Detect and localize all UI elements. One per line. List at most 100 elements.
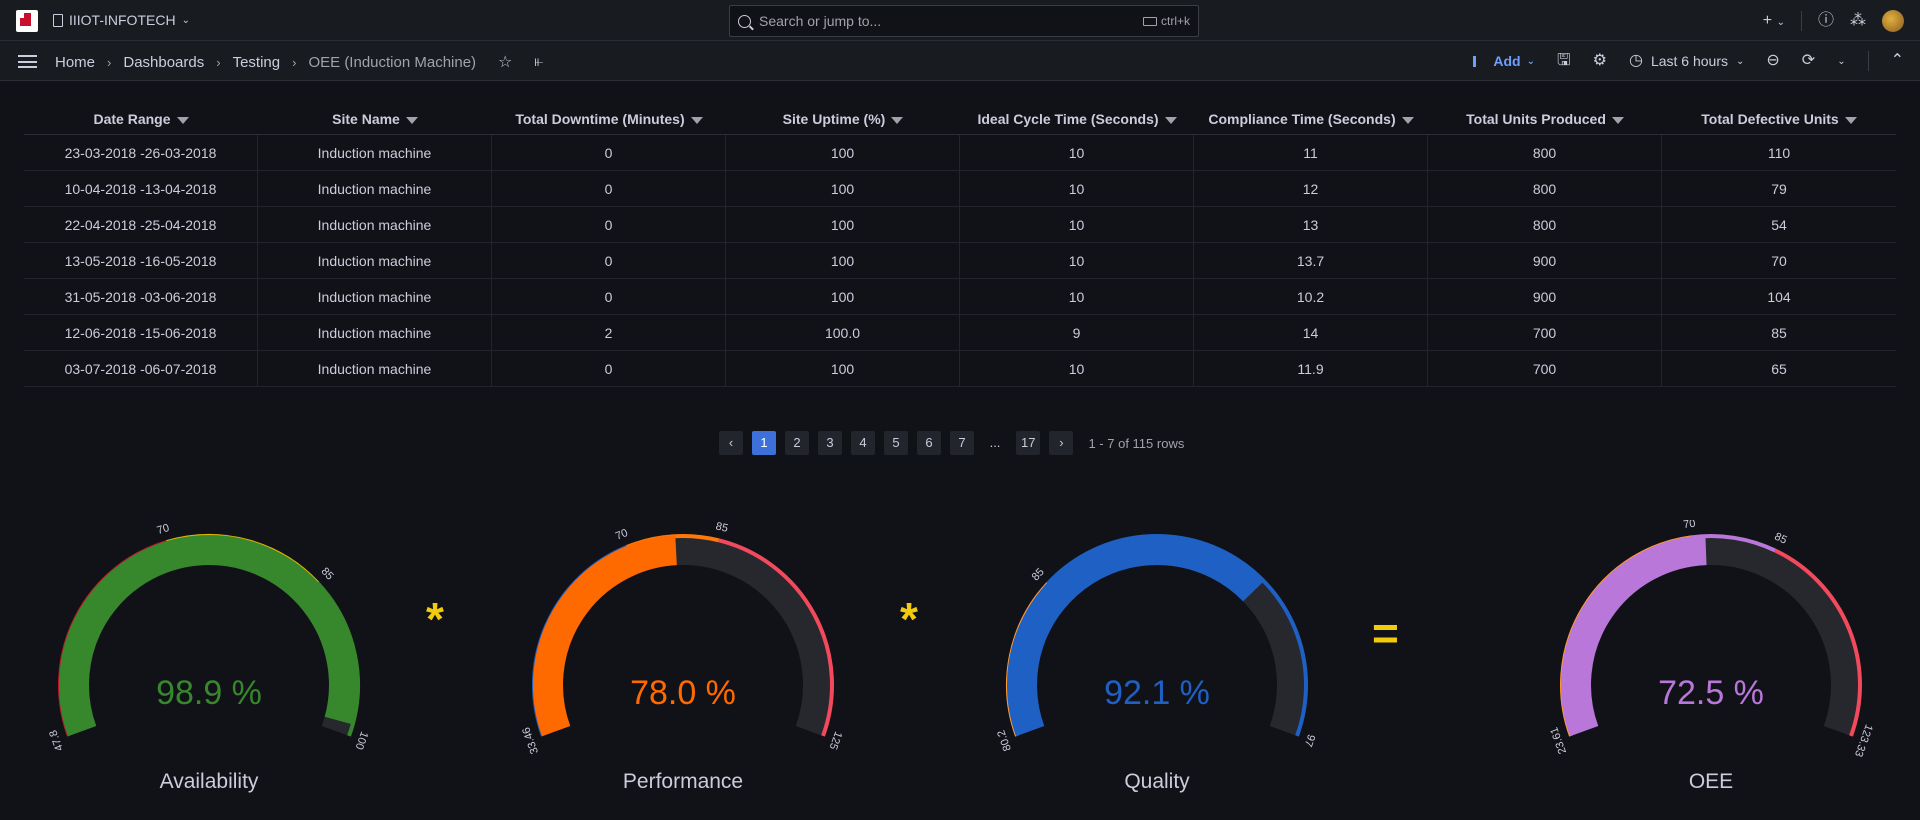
filter-icon[interactable] — [690, 116, 703, 124]
refresh-interval-chevron-icon[interactable]: ⌄ — [1837, 55, 1846, 67]
collapse-chevron-up-icon[interactable]: ⌃ — [1890, 52, 1904, 69]
star-icon[interactable]: ☆ — [498, 54, 513, 71]
column-header-label: Total Defective Units — [1701, 110, 1839, 127]
page-button[interactable]: 6 — [917, 431, 941, 455]
table-cell: 12 — [1194, 171, 1428, 206]
gauge-tick-label: 85 — [319, 565, 336, 582]
time-range-picker[interactable]: ◷ Last 6 hours ⌄ — [1628, 52, 1745, 70]
rss-news-icon[interactable]: ⁂ — [1850, 11, 1866, 29]
gear-icon[interactable]: ⚙ — [1592, 52, 1607, 69]
column-header[interactable]: Site Name — [258, 104, 492, 134]
table-row: 23-03-2018 -26-03-2018 Induction machine 0… — [24, 135, 1896, 171]
keyboard-icon — [1142, 16, 1157, 26]
page-button[interactable]: 7 — [950, 431, 974, 455]
filter-icon[interactable] — [1401, 116, 1414, 124]
gauge-tick-label: 47.8 — [47, 728, 66, 752]
refresh-icon[interactable]: ⟳ — [1801, 52, 1816, 69]
gauge-chart: 80.2 85 97 — [995, 534, 1317, 753]
gauge-value: 92.1 % — [1104, 674, 1210, 712]
threshold-band — [1774, 548, 1862, 737]
column-header[interactable]: Site Uptime (%) — [726, 104, 960, 134]
gauge-panel-oee[interactable]: 23.61 70 85 123.33 72.5 % OEE — [1536, 520, 1886, 793]
data-table: Date Range Site Name Total Downtime (Minut… — [24, 104, 1896, 387]
filter-icon[interactable] — [176, 116, 189, 124]
search-shortcut: ctrl+k — [1142, 14, 1190, 28]
page-button[interactable]: 2 — [785, 431, 809, 455]
table-cell: 11 — [1194, 135, 1428, 170]
filter-icon[interactable] — [405, 116, 418, 124]
filter-icon[interactable] — [1164, 116, 1177, 124]
page-button[interactable]: 1 — [752, 431, 776, 455]
hamburger-menu-icon[interactable] — [18, 55, 37, 68]
table-cell: 13-05-2018 -16-05-2018 — [24, 243, 258, 278]
table-cell: 31-05-2018 -03-06-2018 — [24, 279, 258, 314]
gauge-value-arc — [1007, 535, 1265, 737]
column-header-label: Site Name — [332, 110, 400, 127]
table-header: Date Range Site Name Total Downtime (Minut… — [24, 104, 1896, 135]
gauge-tick-label: 85 — [1030, 566, 1047, 583]
table-cell: 10 — [960, 279, 1194, 314]
save-icon[interactable]: 🖫 — [1556, 52, 1571, 69]
next-page-icon[interactable]: › — [1049, 431, 1074, 455]
column-header-label: Total Units Produced — [1466, 110, 1606, 127]
page-button[interactable]: 5 — [884, 431, 908, 455]
add-button[interactable]: Add ⌄ — [1473, 53, 1535, 69]
gauge-panel-availability[interactable]: 47.8 70 85 100 98.9 % Availability — [34, 520, 384, 793]
breadcrumb-home[interactable]: Home — [55, 53, 96, 71]
table-row: 12-06-2018 -15-06-2018 Induction machine 2… — [24, 315, 1896, 351]
prev-page-icon[interactable]: ‹ — [719, 431, 743, 455]
search-input[interactable]: Search or jump to... ctrl+k — [729, 5, 1199, 37]
table-cell: Induction machine — [258, 171, 492, 206]
column-header[interactable]: Total Units Produced — [1428, 104, 1662, 134]
table-cell: 10 — [960, 351, 1194, 386]
column-header[interactable]: Ideal Cycle Time (Seconds) — [960, 104, 1194, 134]
add-panel-icon — [1473, 55, 1487, 67]
filter-icon[interactable] — [891, 116, 904, 124]
breadcrumb-testing[interactable]: Testing — [232, 53, 281, 71]
column-header[interactable]: Date Range — [24, 104, 258, 134]
gauge-value: 98.9 % — [156, 674, 262, 712]
table-cell: 100 — [726, 279, 960, 314]
app-logo[interactable] — [16, 10, 38, 32]
page-button[interactable]: 4 — [851, 431, 875, 455]
table-cell: 85 — [1771, 325, 1787, 341]
gauge-tick-label: 125 — [827, 730, 845, 751]
table-cell: 22-04-2018 -25-04-2018 — [24, 207, 258, 242]
gauge-panel-performance[interactable]: 33.46 70 85 125 78.0 % Performance — [508, 520, 858, 793]
chevron-right-icon: › — [292, 54, 297, 70]
table-cell: 900 — [1428, 279, 1662, 314]
column-header[interactable]: Total Defective Units — [1662, 104, 1896, 134]
plus-icon[interactable]: + ⌄ — [1762, 11, 1785, 29]
table-cell: 10 — [960, 171, 1194, 206]
filter-icon[interactable] — [1611, 116, 1624, 124]
page-title: OEE (Induction Machine) — [308, 53, 477, 71]
table-cell: 0 — [492, 135, 726, 170]
gauge-tick-label: 97 — [1302, 733, 1317, 749]
gauge-title: Performance — [622, 770, 744, 793]
org-switcher[interactable]: IIIOT-INFOTECH ⌄ — [53, 12, 190, 28]
table-body: 23-03-2018 -26-03-2018 Induction machine 0… — [24, 135, 1896, 387]
column-header[interactable]: Compliance Time (Seconds) — [1194, 104, 1428, 134]
gauge-tick-label: 85 — [1773, 531, 1789, 547]
column-header[interactable]: Total Downtime (Minutes) — [492, 104, 726, 134]
gauge-panel-quality[interactable]: 80.2 85 97 92.1 % Quality — [982, 520, 1332, 793]
column-header-label: Date Range — [93, 110, 171, 127]
share-icon[interactable]: ⫦ — [534, 53, 544, 70]
pagination-ellipsis: ... — [989, 435, 1001, 450]
column-header-label: Compliance Time (Seconds) — [1208, 110, 1396, 127]
table-cell: 700 — [1428, 351, 1662, 386]
avatar[interactable] — [1882, 9, 1904, 32]
gauge-tick-label: 80.2 — [995, 728, 1014, 752]
breadcrumb-dashboards[interactable]: Dashboards — [123, 53, 205, 71]
page-button[interactable]: 17 — [1016, 431, 1041, 455]
table-cell: 10 — [960, 207, 1194, 242]
gauge-value: 72.5 % — [1658, 674, 1764, 712]
help-icon[interactable]: ⓘ — [1817, 11, 1834, 29]
filter-icon[interactable] — [1844, 116, 1857, 124]
page-button[interactable]: 3 — [818, 431, 842, 455]
gauge-tick-label: 70 — [1683, 520, 1697, 531]
zoom-out-icon[interactable]: ⊖ — [1766, 52, 1780, 69]
building-icon — [53, 13, 63, 27]
table-cell: 100 — [726, 351, 960, 386]
table-cell: 900 — [1428, 243, 1662, 278]
